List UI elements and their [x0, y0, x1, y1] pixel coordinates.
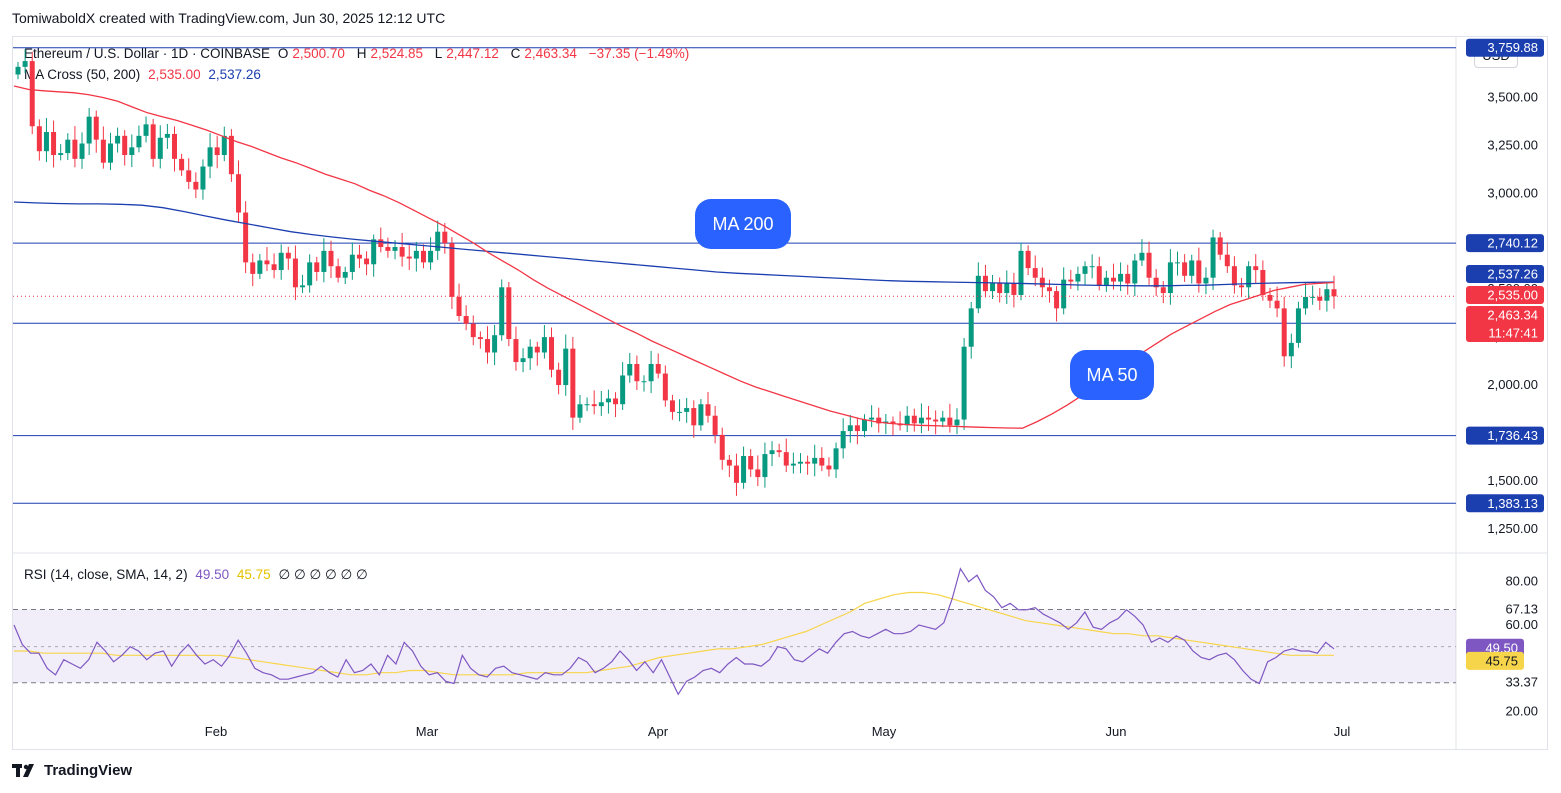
rsi-extra-values: ∅ ∅ ∅ ∅ ∅ ∅ — [278, 567, 368, 582]
ma50-value: 2,535.00 — [148, 67, 201, 82]
ohlc-low: L 2,447.12 — [434, 46, 499, 61]
ma-cross-label[interactable]: MA Cross (50, 200) — [24, 67, 141, 82]
ma200-value: 2,537.26 — [208, 67, 261, 82]
rsi-value: 49.50 — [195, 567, 230, 582]
rsi-label[interactable]: RSI (14, close, SMA, 14, 2) — [24, 567, 188, 582]
symbol-name[interactable]: Ethereum / U.S. Dollar · 1D · COINBASE — [24, 46, 271, 61]
attribution-text: TomiwaboldX created with TradingView.com… — [12, 10, 446, 26]
chart-frame — [12, 36, 1548, 750]
ohlc-close: C 2,463.34 — [510, 46, 577, 61]
tradingview-logo[interactable]: TradingView — [12, 762, 132, 779]
rsi-sma-value: 45.75 — [236, 567, 271, 582]
ohlc-open: O 2,500.70 — [277, 46, 345, 61]
rsi-legend: RSI (14, close, SMA, 14, 2) 49.50 45.75 … — [24, 567, 372, 583]
symbol-legend: Ethereum / U.S. Dollar · 1D · COINBASE O… — [24, 46, 693, 61]
ma-legend: MA Cross (50, 200) 2,535.00 2,537.26 — [24, 67, 265, 82]
brand-name: TradingView — [44, 762, 133, 779]
tradingview-logo-icon — [12, 763, 34, 777]
ohlc-high: H 2,524.85 — [356, 46, 423, 61]
currency-button[interactable]: USD — [1474, 44, 1518, 68]
price-change: −37.35 (−1.49%) — [588, 46, 690, 61]
